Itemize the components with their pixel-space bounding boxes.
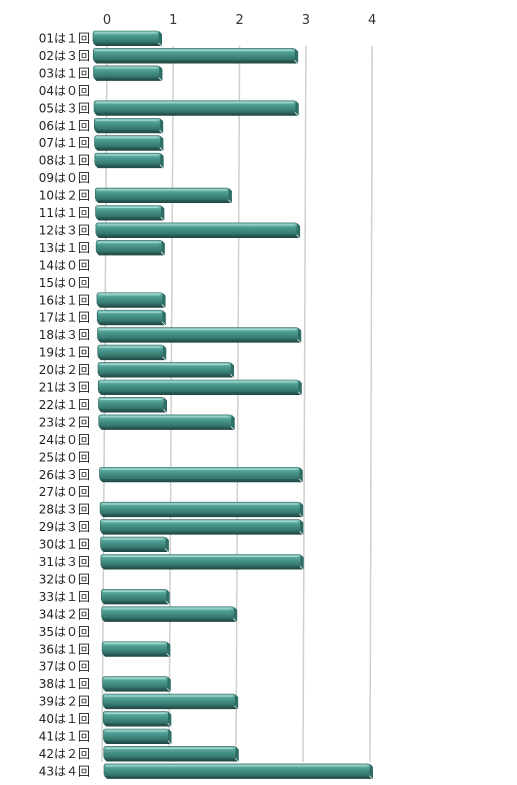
x-tick-label: 4 xyxy=(368,13,376,28)
category-label: 37は０回 xyxy=(39,660,90,674)
category-label: 10は２回 xyxy=(39,189,90,203)
category-label: 35は０回 xyxy=(39,625,90,639)
bar xyxy=(98,414,235,430)
category-label: 04は０回 xyxy=(39,84,90,98)
category-label: 17は１回 xyxy=(39,311,90,325)
category-label: 36は１回 xyxy=(39,642,90,656)
bar xyxy=(102,676,171,692)
category-label: 08は１回 xyxy=(39,154,90,168)
bar xyxy=(102,693,239,710)
x-tick-label: 0 xyxy=(103,13,111,28)
category-label: 39は２回 xyxy=(39,695,90,709)
x-axis-ticks: 0 1 2 3 4 xyxy=(103,13,376,28)
x-tick-label: 3 xyxy=(302,13,310,28)
category-label: 42は２回 xyxy=(39,747,90,761)
bar xyxy=(92,30,162,46)
category-label: 06は１回 xyxy=(39,119,90,133)
bar xyxy=(95,205,165,221)
bars xyxy=(92,30,373,779)
category-label: 33は１回 xyxy=(39,590,90,604)
bar xyxy=(97,344,167,361)
bar xyxy=(101,589,170,605)
bar xyxy=(96,309,166,326)
category-label: 07は１回 xyxy=(39,136,90,150)
category-label: 26は３回 xyxy=(39,468,90,482)
category-label: 30は１回 xyxy=(39,538,90,552)
gridline xyxy=(235,45,241,763)
category-label: 20は２回 xyxy=(39,363,90,377)
bar xyxy=(96,292,166,308)
bar xyxy=(98,397,167,413)
category-label: 22は１回 xyxy=(39,398,90,412)
category-label: 01は１回 xyxy=(39,32,90,46)
bar xyxy=(100,554,304,570)
category-label: 25は０回 xyxy=(39,450,90,464)
category-label: 05は３回 xyxy=(39,101,90,115)
category-label: 28は３回 xyxy=(39,503,90,517)
category-label: 29は３回 xyxy=(39,520,90,534)
category-label: 02は３回 xyxy=(39,49,90,63)
bar xyxy=(97,362,235,378)
bar xyxy=(103,746,239,762)
bar xyxy=(94,117,164,134)
bar xyxy=(97,379,302,395)
category-label: 23は２回 xyxy=(39,415,90,429)
category-label: 12は３回 xyxy=(39,223,90,237)
category-label: 11は１回 xyxy=(39,206,90,220)
category-label: 24は０回 xyxy=(39,433,90,447)
bar xyxy=(94,135,164,151)
bar xyxy=(97,327,302,343)
bar xyxy=(101,606,238,622)
category-label: 03は１回 xyxy=(39,66,90,80)
bar xyxy=(93,65,163,81)
bar xyxy=(103,763,373,779)
category-label: 16は１回 xyxy=(39,293,90,307)
category-label: 27は０回 xyxy=(39,485,90,499)
category-labels: 01は１回 02は３回 03は１回 04は０回 05は３回 06は１回 07は１回 08は１回… xyxy=(39,32,90,779)
x-tick-label: 1 xyxy=(169,13,177,28)
bar xyxy=(99,466,303,483)
gridline xyxy=(302,45,307,763)
bar xyxy=(94,152,164,169)
bar xyxy=(99,501,304,518)
bar xyxy=(95,187,232,204)
category-label: 14は０回 xyxy=(39,258,90,272)
category-label: 31は３回 xyxy=(39,555,90,569)
category-label: 15は０回 xyxy=(39,276,90,290)
x-tick-label: 2 xyxy=(235,13,243,28)
gridline xyxy=(369,45,373,763)
bar xyxy=(93,100,299,116)
bar xyxy=(95,222,301,238)
bar xyxy=(100,519,304,535)
category-label: 41は１回 xyxy=(39,730,90,744)
category-label: 21は３回 xyxy=(39,381,90,395)
bar xyxy=(101,641,171,657)
category-label: 43は４回 xyxy=(39,764,90,778)
category-label: 34は２回 xyxy=(39,607,90,621)
category-label: 09は０回 xyxy=(39,171,90,185)
bar xyxy=(92,48,299,64)
category-label: 40は１回 xyxy=(39,712,90,726)
category-label: 32は０回 xyxy=(39,572,90,586)
bar xyxy=(103,728,172,744)
category-label: 38は１回 xyxy=(39,677,90,691)
bar xyxy=(95,240,165,256)
category-label: 19は１回 xyxy=(39,346,90,360)
bar xyxy=(102,711,172,727)
category-label: 13は１回 xyxy=(39,241,90,255)
bar xyxy=(100,536,169,553)
gridline xyxy=(168,45,175,763)
category-label: 18は３回 xyxy=(39,328,90,342)
